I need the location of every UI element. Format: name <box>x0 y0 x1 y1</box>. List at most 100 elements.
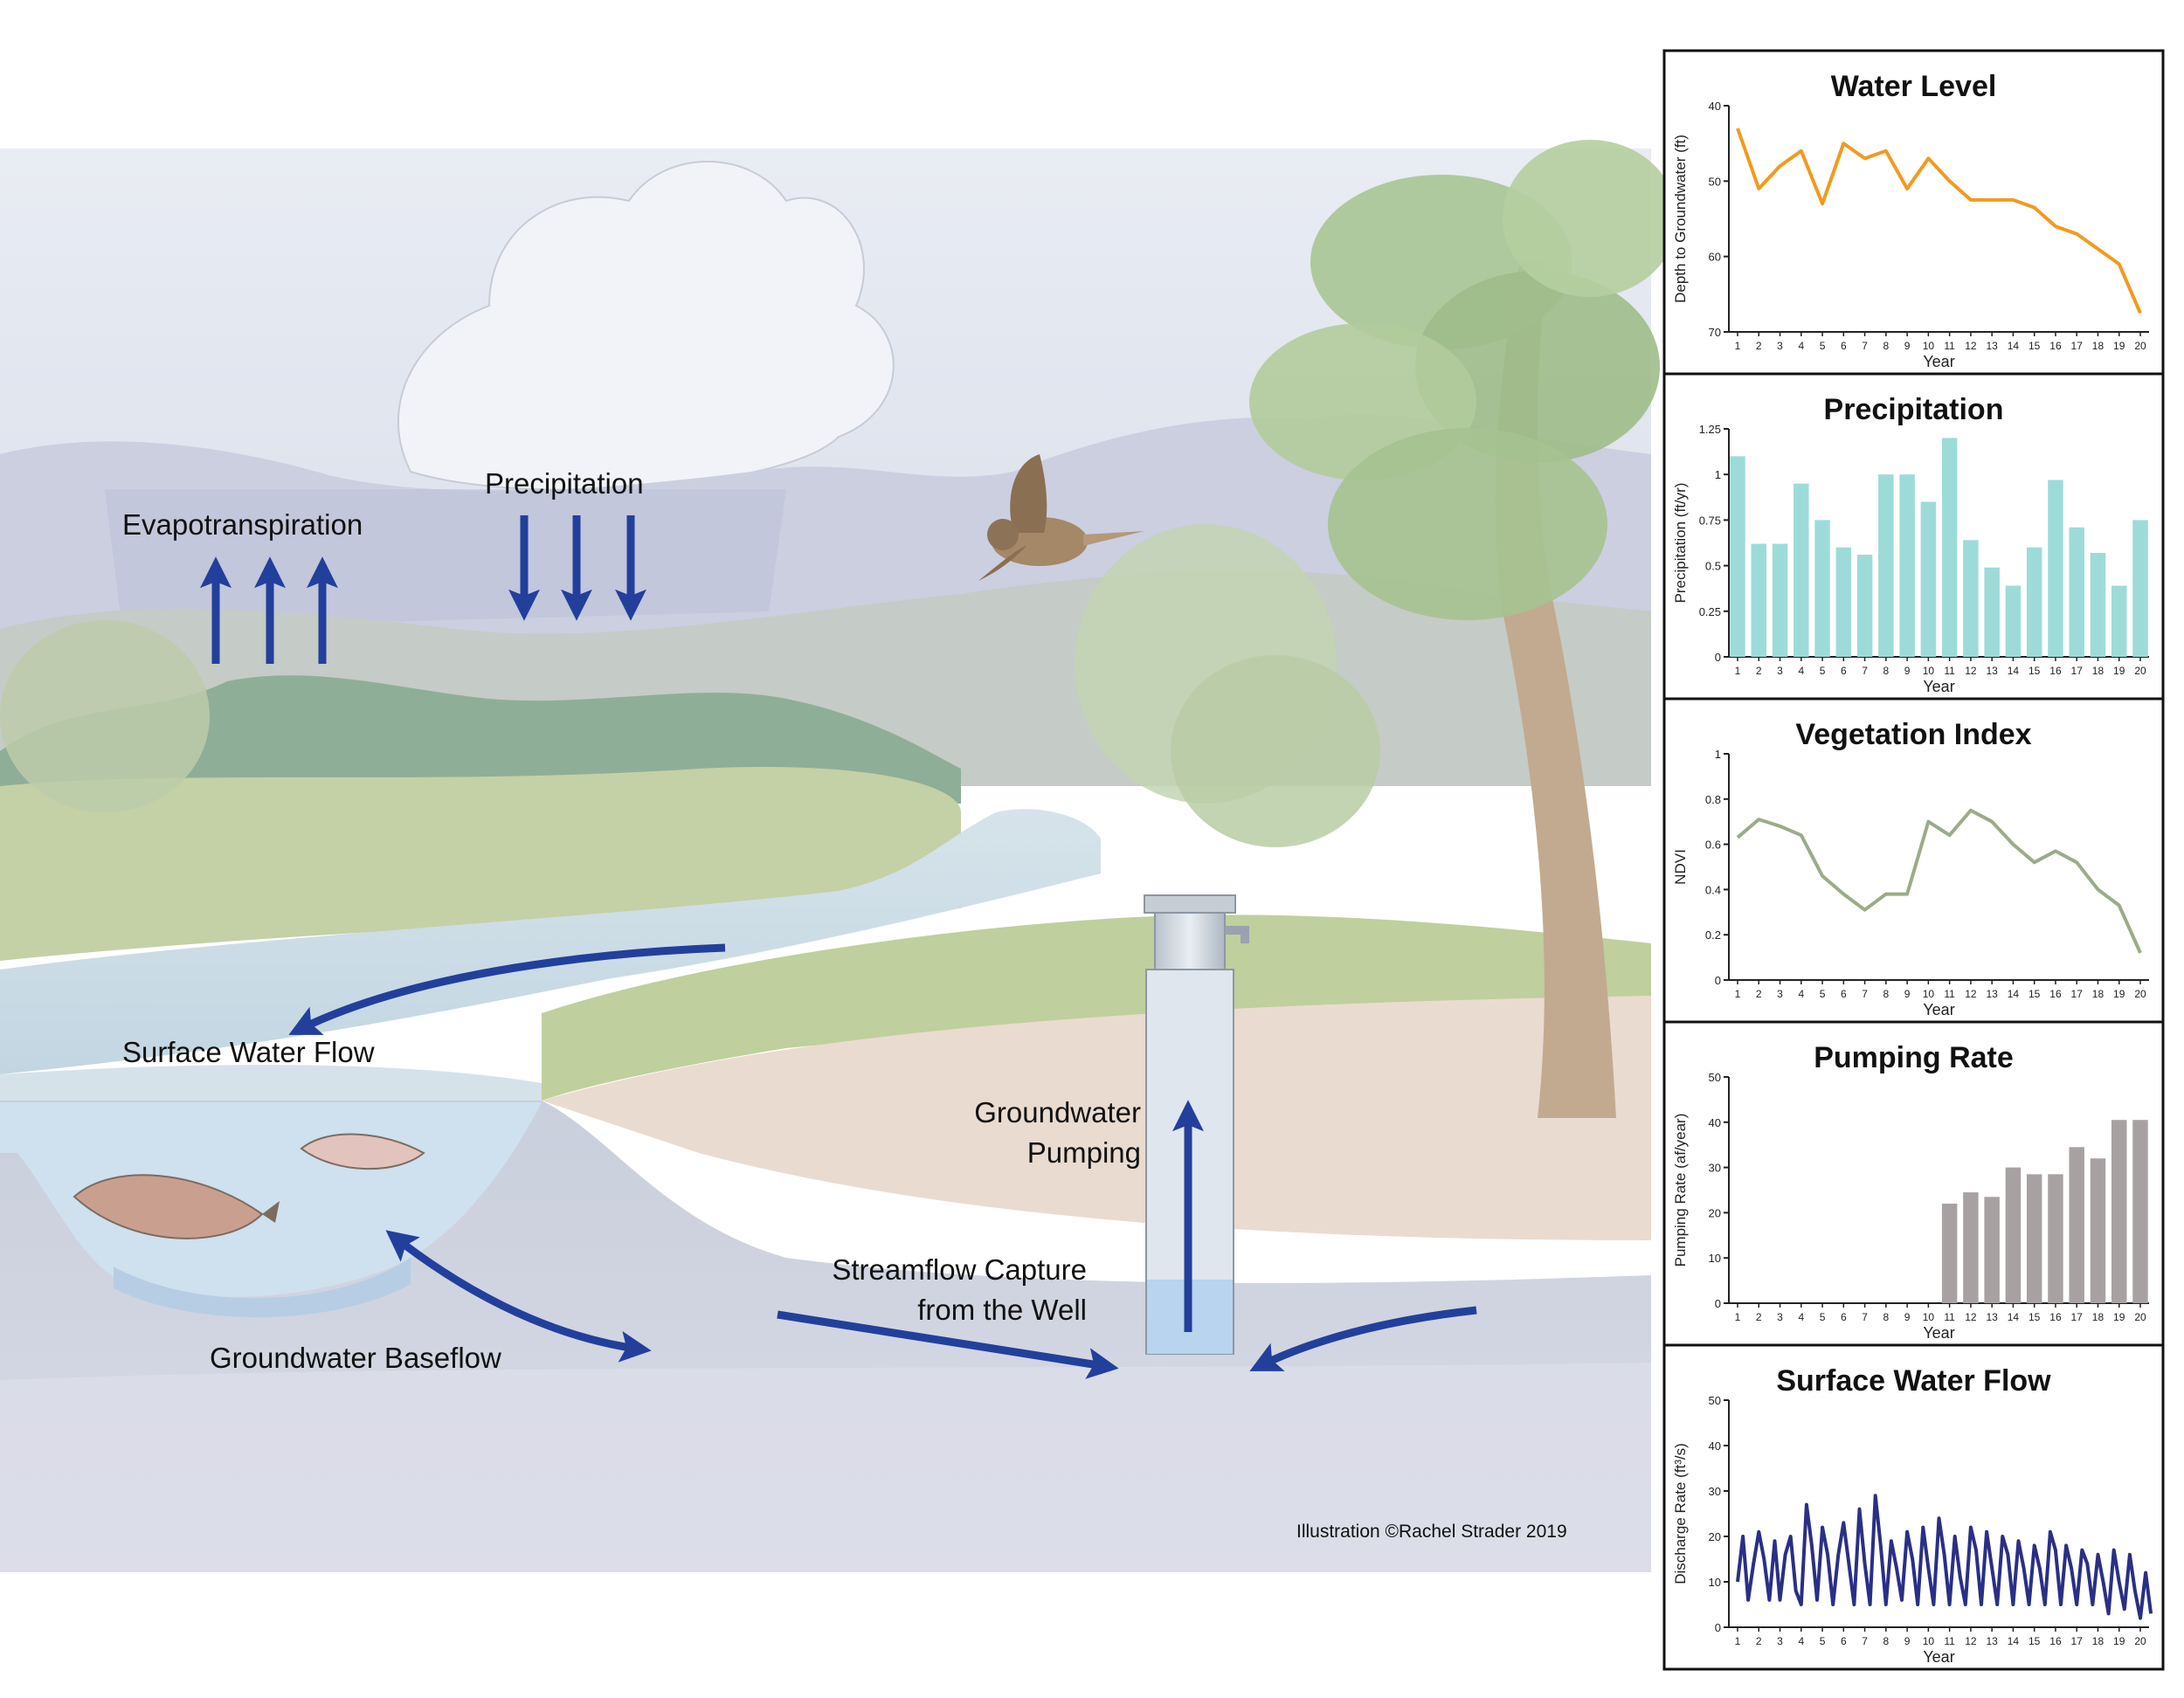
x-tick-label: 11 <box>1944 665 1955 677</box>
bar <box>1878 474 1894 657</box>
x-tick-label: 15 <box>2028 665 2041 677</box>
illustration-credit: Illustration ©Rachel Strader 2019 <box>1296 1522 1567 1542</box>
x-tick-label: 2 <box>1756 1635 1762 1647</box>
x-tick-label: 2 <box>1756 665 1762 677</box>
label-streamflow-capture-2: from the Well <box>917 1294 1087 1326</box>
bar <box>2111 1120 2127 1303</box>
y-tick-label: 40 <box>1709 100 1721 113</box>
x-tick-label: 5 <box>1820 988 1826 1000</box>
series-line <box>1736 1494 2153 1620</box>
x-tick-label: 1 <box>1735 988 1741 1000</box>
x-tick-label: 11 <box>1944 1311 1955 1323</box>
y-tick-label: 1 <box>1715 468 1721 481</box>
x-tick-label: 20 <box>2134 1635 2146 1647</box>
x-tick-label: 6 <box>1841 340 1847 352</box>
trout-large <box>73 1174 280 1239</box>
x-tick-label: 7 <box>1862 665 1868 677</box>
x-axis-label: Year <box>1923 1324 1954 1342</box>
y-tick-label: 0.6 <box>1705 839 1721 852</box>
x-tick-label: 9 <box>1904 340 1911 352</box>
x-tick-label: 7 <box>1862 1635 1868 1647</box>
x-tick-label: 17 <box>2071 1635 2084 1647</box>
surface-water-flow-arrow <box>288 943 726 1035</box>
x-tick-label: 10 <box>1923 1635 1935 1647</box>
groundwater-inflow-arrow <box>1249 1306 1477 1371</box>
y-tick-label: 10 <box>1709 1576 1721 1589</box>
bar <box>2111 585 2127 657</box>
x-tick-label: 8 <box>1883 1311 1889 1323</box>
x-tick-label: 3 <box>1777 988 1783 1000</box>
x-tick-label: 15 <box>2028 340 2041 352</box>
y-tick-label: 0.4 <box>1705 883 1721 896</box>
x-tick-label: 12 <box>1965 1635 1977 1647</box>
x-tick-label: 4 <box>1798 340 1804 352</box>
bar <box>1984 567 2000 657</box>
x-tick-label: 19 <box>2113 988 2125 1000</box>
riverbank-flat <box>0 1065 542 1101</box>
x-tick-label: 3 <box>1777 665 1783 677</box>
x-tick-label: 16 <box>2049 340 2062 352</box>
y-tick-label: 1.25 <box>1699 423 1721 436</box>
cottonwood-tree <box>1249 140 1677 1118</box>
y-tick-label: 0.8 <box>1705 793 1721 806</box>
series-line <box>1736 808 2142 954</box>
y-tick-label: 0.2 <box>1705 928 1721 942</box>
label-surface-water-flow: Surface Water Flow <box>122 1036 375 1068</box>
y-tick-label: 60 <box>1709 251 1721 264</box>
x-tick-label: 19 <box>2113 665 2125 677</box>
series-line <box>1736 128 2142 314</box>
x-tick-label: 14 <box>2008 988 2020 1000</box>
label-groundwater-pumping-1: Groundwater <box>974 1096 1141 1129</box>
reed-bank <box>542 915 1651 1101</box>
bar <box>2048 1174 2063 1303</box>
y-tick-label: 40 <box>1709 1439 1721 1453</box>
chart-frame <box>1662 1343 2165 1671</box>
x-tick-label: 3 <box>1777 340 1783 352</box>
y-tick-label: 10 <box>1709 1252 1721 1265</box>
x-tick-label: 16 <box>2049 665 2062 677</box>
river <box>0 809 1101 1074</box>
x-tick-label: 19 <box>2113 1311 2125 1323</box>
trout-small <box>300 1133 425 1170</box>
x-tick-label: 14 <box>2008 1311 2020 1323</box>
bar <box>1941 438 1958 657</box>
willow-shrub <box>1075 524 1380 847</box>
y-axis-label: NDVI <box>1672 849 1689 885</box>
upper-soil <box>542 996 1651 1240</box>
bar <box>2005 1167 2022 1303</box>
x-axis-label: Year <box>1923 353 1954 370</box>
x-tick-label: 10 <box>1923 1311 1935 1323</box>
x-tick-label: 10 <box>1923 665 1935 677</box>
label-precipitation: Precipitation <box>485 467 644 500</box>
x-tick-label: 17 <box>2071 988 2084 1000</box>
chart-frame <box>1662 49 2165 376</box>
left-willow-shrub <box>0 620 210 812</box>
x-tick-label: 6 <box>1841 1635 1847 1647</box>
x-tick-label: 1 <box>1735 340 1741 352</box>
x-tick-label: 17 <box>2071 1311 2084 1323</box>
x-tick-label: 15 <box>2028 1635 2041 1647</box>
y-axis-label: Precipitation (ft/yr) <box>1672 483 1689 604</box>
y-axis-label: Discharge Rate (ft³/s) <box>1672 1443 1689 1584</box>
x-tick-label: 6 <box>1841 1311 1847 1323</box>
x-tick-label: 4 <box>1798 665 1804 677</box>
storm-cloud <box>397 161 895 491</box>
bar <box>1984 1197 2000 1303</box>
y-tick-label: 1 <box>1715 748 1721 761</box>
y-tick-label: 0.25 <box>1699 605 1721 618</box>
y-tick-label: 0 <box>1715 1297 1721 1310</box>
x-tick-label: 5 <box>1820 1635 1826 1647</box>
x-tick-label: 13 <box>1986 1635 1998 1647</box>
bar <box>1794 483 1809 657</box>
x-axis-label: Year <box>1923 1648 1954 1666</box>
x-tick-label: 10 <box>1923 988 1935 1000</box>
x-tick-label: 6 <box>1841 665 1847 677</box>
y-tick-label: 0 <box>1715 651 1721 664</box>
y-tick-label: 20 <box>1709 1530 1721 1543</box>
x-tick-label: 9 <box>1904 665 1911 677</box>
